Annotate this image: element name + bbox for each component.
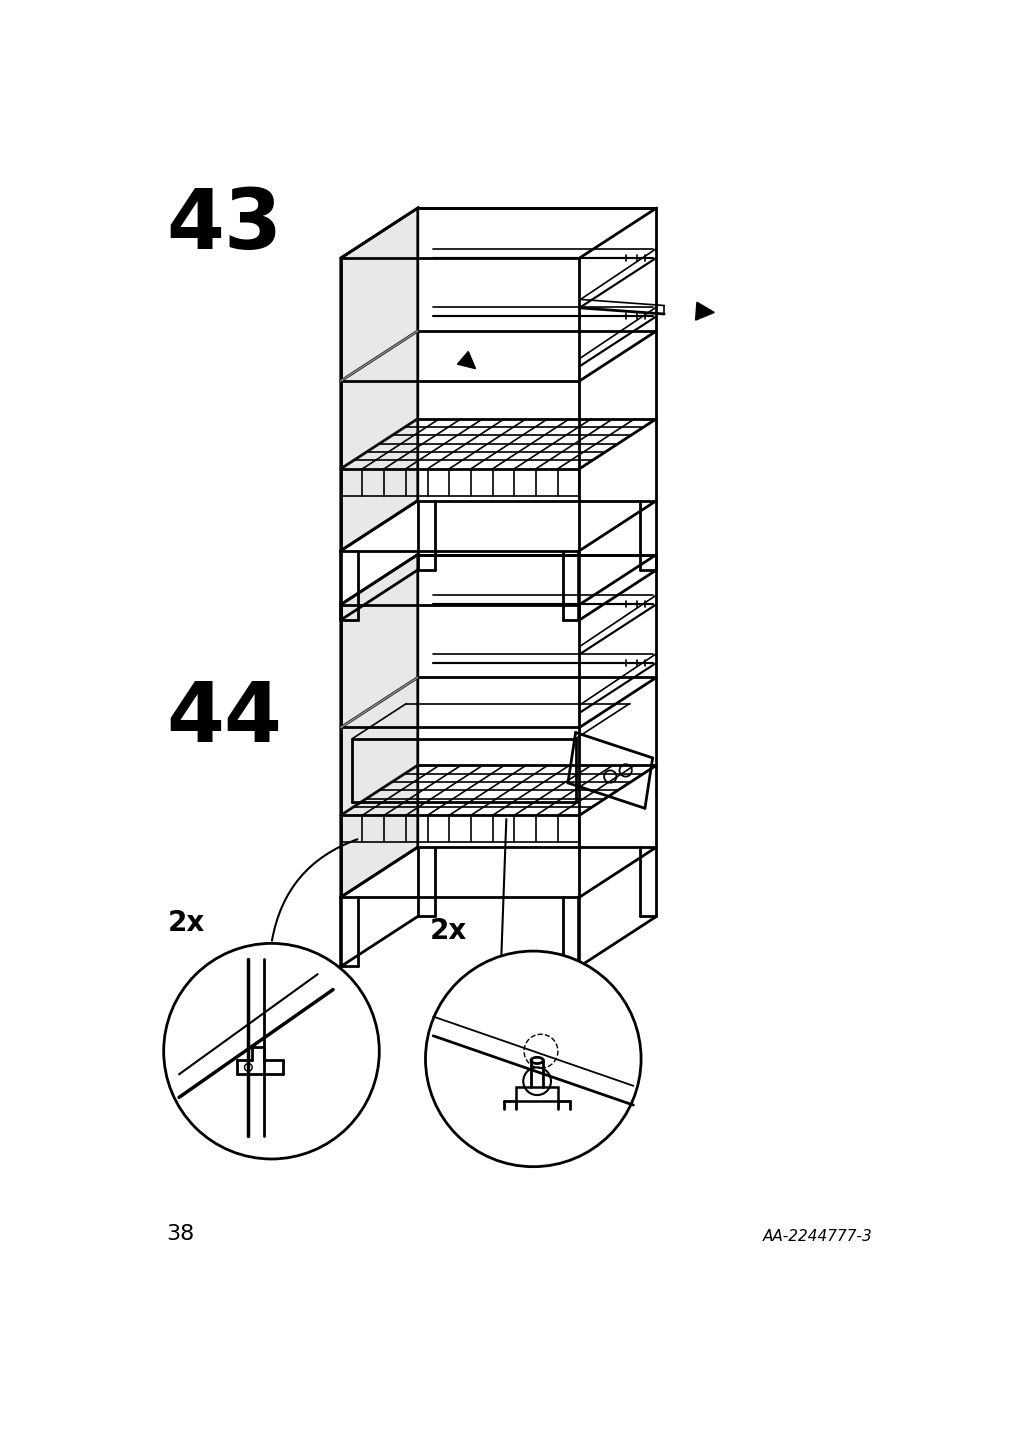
Text: 2x: 2x <box>429 916 466 945</box>
Polygon shape <box>341 208 418 551</box>
Text: 44: 44 <box>166 677 282 759</box>
Text: 43: 43 <box>166 185 282 266</box>
Polygon shape <box>695 302 714 321</box>
Text: AA-2244777-3: AA-2244777-3 <box>761 1229 871 1243</box>
Polygon shape <box>457 351 475 368</box>
Circle shape <box>425 951 640 1167</box>
Polygon shape <box>516 1087 557 1101</box>
Circle shape <box>164 944 379 1158</box>
Polygon shape <box>341 554 418 898</box>
Text: 2x: 2x <box>168 909 204 937</box>
Text: 38: 38 <box>166 1224 194 1243</box>
